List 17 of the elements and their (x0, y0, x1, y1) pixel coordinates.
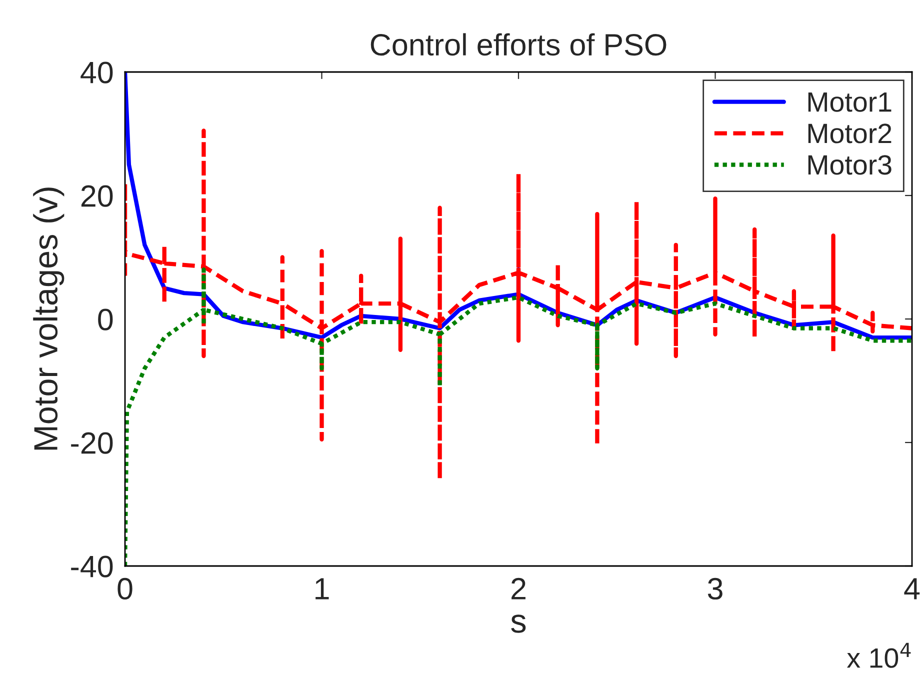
x-tick-label: 0 (118, 578, 132, 600)
x-tick-label: 4 (904, 578, 920, 600)
x-tick-label: 2 (512, 578, 526, 600)
x-tick-label: 1 (316, 578, 329, 600)
y-tick-label: 20 (81, 185, 113, 207)
text: x 10$^{4}$ (846, 642, 911, 668)
y-axis-title: Motor voltages (v) (33, 188, 64, 450)
y-tick-label: 0 (98, 308, 113, 330)
x-tick-label: 3 (708, 578, 722, 600)
legend-label: Motor1 (808, 92, 892, 112)
x-axis-title: s (511, 614, 526, 633)
chart-title: Control efforts of PSO (370, 33, 666, 56)
legend-label: Motor3 (808, 155, 892, 175)
y-tick-label: 40 (80, 62, 113, 84)
y-tick-label: -20 (71, 432, 113, 454)
legend-label: Motor2 (808, 124, 892, 144)
y-tick-label: -40 (71, 556, 113, 578)
